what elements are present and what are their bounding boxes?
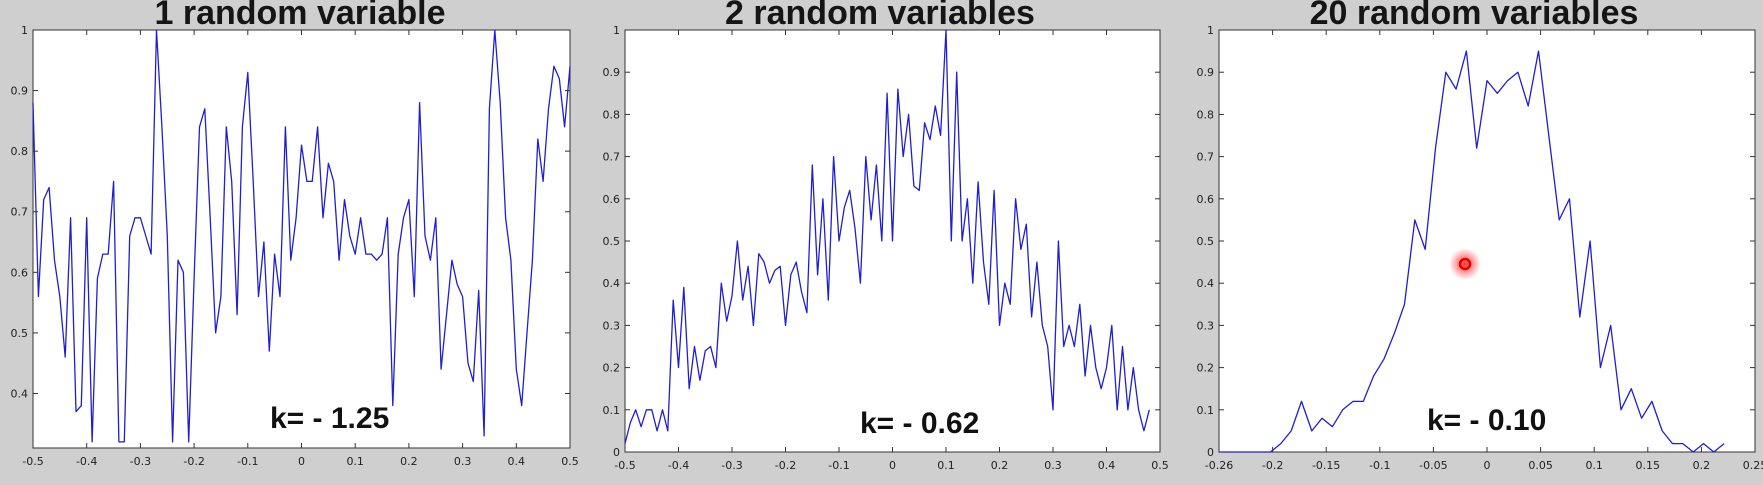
x-tick-label: -0.3	[721, 459, 742, 472]
y-tick-label: 0.5	[1197, 235, 1215, 248]
y-tick-label: 0	[613, 446, 620, 459]
cursor-highlight-ring	[1458, 257, 1472, 271]
series-line	[1219, 50, 1725, 453]
kurtosis-annotation: k= - 1.25	[270, 402, 389, 435]
chart-title: 1 random variable	[154, 0, 446, 32]
x-tick-label: -0.2	[1262, 459, 1283, 472]
y-tick-label: 0.5	[603, 235, 621, 248]
chart-panel-1: 1 random variable -0.5 -0.4 -0.3 -0.2 -0.1 0 0…	[0, 0, 579, 485]
x-tick-label: -0.2	[183, 455, 204, 468]
x-tick-label: 0	[889, 459, 896, 472]
x-tick-label: 0.5	[561, 455, 579, 468]
y-tick-label: 0.4	[11, 387, 29, 400]
chart-panel-2: 2 random variables -0.5 -0.4 -0.3 -0.2 -0.1 0…	[575, 0, 1169, 485]
x-tick-label: 0.3	[454, 455, 472, 468]
x-tick-label: 0.15	[1636, 459, 1661, 472]
chart-plot: -0.5 -0.4 -0.3 -0.2 -0.1 0 0.1 0.2 0.3 0.4 0.5 0 0.1…	[603, 24, 1169, 472]
x-tick-label: -0.4	[668, 459, 689, 472]
cursor-highlight-glow	[1449, 248, 1481, 280]
chart-plot: -0.26 -0.2 -0.15 -0.1 -0.05 0 0.05 0.1 0.15 0.2 0.…	[1197, 24, 1763, 472]
y-tick-label: 0.2	[1197, 362, 1215, 375]
y-tick-label: 0.4	[1197, 277, 1215, 290]
x-tick-label: 0.4	[1098, 459, 1116, 472]
x-tick-label: 0	[298, 455, 305, 468]
chart-title: 20 random variables	[1309, 0, 1639, 32]
series-line	[32, 29, 571, 443]
chart-plot: -0.5 -0.4 -0.3 -0.2 -0.1 0 0.1 0.2 0.3 0.4 0.5 0.4 0…	[11, 24, 579, 468]
y-tick-label: 0.7	[603, 151, 621, 164]
x-tick-label: -0.2	[775, 459, 796, 472]
kurtosis-annotation: k= - 0.62	[860, 407, 979, 440]
x-tick-label: 0	[1484, 459, 1491, 472]
y-tick-label: 0.8	[11, 145, 29, 158]
x-tick-label: 0.25	[1743, 459, 1763, 472]
x-tick-label: -0.26	[1205, 459, 1233, 472]
y-tick-label: 0.9	[1197, 66, 1215, 79]
x-tick-label: 0.3	[1044, 459, 1062, 472]
x-tick-label: -0.1	[1369, 459, 1390, 472]
y-tick-label: 0.7	[11, 206, 29, 219]
y-tick-label: 0	[1207, 446, 1214, 459]
y-tick-label: 0.3	[1197, 319, 1215, 332]
x-tick-label: -0.05	[1419, 459, 1447, 472]
x-tick-label: -0.3	[130, 455, 151, 468]
y-tick-label: 0.4	[603, 277, 621, 290]
y-tick-label: 0.9	[603, 66, 621, 79]
chart-title: 2 random variables	[725, 0, 1035, 32]
x-tick-label: 0.2	[991, 459, 1009, 472]
series-line	[624, 29, 1150, 444]
x-tick-label: 0.1	[1585, 459, 1603, 472]
y-tick-label: 1	[21, 24, 28, 37]
y-tick-label: 0.7	[1197, 151, 1215, 164]
plot-area	[1218, 29, 1756, 453]
x-tick-label: -0.1	[828, 459, 849, 472]
y-tick-label: 1	[613, 24, 620, 37]
x-tick-label: 0.2	[1693, 459, 1711, 472]
x-tick-label: 0.2	[400, 455, 418, 468]
y-tick-label: 0.8	[603, 108, 621, 121]
y-tick-label: 0.9	[11, 85, 29, 98]
x-tick-label: -0.1	[237, 455, 258, 468]
x-tick-label: 0.05	[1528, 459, 1553, 472]
x-tick-label: 0.5	[1151, 459, 1169, 472]
x-tick-label: 0.1	[937, 459, 955, 472]
x-tick-label: -0.4	[76, 455, 97, 468]
y-tick-label: 0.3	[603, 319, 621, 332]
x-tick-label: 0.1	[346, 455, 364, 468]
y-tick-label: 1	[1207, 24, 1214, 37]
y-tick-label: 0.6	[1197, 193, 1215, 206]
y-tick-label: 0.6	[603, 193, 621, 206]
x-tick-label: -0.5	[614, 459, 635, 472]
y-tick-label: 0.1	[603, 404, 621, 417]
chart-panel-3: 20 random variables -0.26 -0.2 -0.15 -0.1 -0…	[1165, 0, 1763, 485]
y-tick-label: 0.8	[1197, 108, 1215, 121]
y-tick-label: 0.1	[1197, 404, 1215, 417]
y-tick-label: 0.5	[11, 327, 29, 340]
plot-area	[32, 29, 571, 449]
y-tick-label: 0.2	[603, 362, 621, 375]
kurtosis-annotation: k= - 0.10	[1427, 404, 1546, 437]
y-tick-label: 0.6	[11, 266, 29, 279]
x-tick-label: 0.4	[508, 455, 526, 468]
x-tick-label: -0.5	[22, 455, 43, 468]
x-tick-label: -0.15	[1312, 459, 1340, 472]
